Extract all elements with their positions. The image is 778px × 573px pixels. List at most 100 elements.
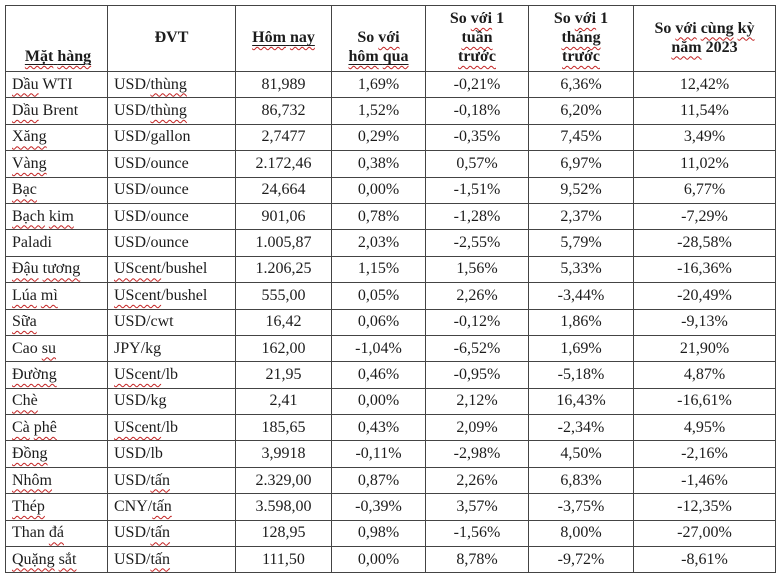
cell-today: 21,95 (235, 361, 332, 389)
cell-today: 81,989 (235, 70, 332, 99)
cell-vs-1-month: 4,50% (528, 440, 634, 468)
cell-vs-yesterday: 0,29% (331, 123, 426, 152)
spellcheck-wavy-word: Đường (12, 365, 57, 383)
cell-unit: USD/ounce (107, 229, 236, 257)
cell-commodity: Xăng (5, 123, 108, 152)
cell-vs-2023: -27,00% (633, 519, 776, 548)
cell-vs-2023: 6,77% (633, 176, 776, 204)
spellcheck-wavy-word: thùng (150, 75, 187, 93)
spellcheck-wavy-word: Vàng (12, 154, 47, 172)
cell-vs-1-month: 16,43% (528, 387, 634, 416)
cell-vs-yesterday: -1,04% (331, 334, 426, 363)
cell-vs-2023: 11,54% (633, 97, 776, 125)
column-header-so-voi-cung-ky-2023: So với cùng kỳ năm 2023 (633, 5, 776, 72)
column-header-so-voi-1-thang-truoc: So với 1 tháng trước (528, 5, 634, 72)
cell-vs-1-month: 6,83% (528, 466, 634, 495)
spellcheck-wavy-word: UScent (114, 365, 162, 383)
cell-unit: USD/tấn (107, 546, 236, 573)
header-line: So với (357, 29, 400, 46)
cell-vs-1-month: -2,34% (528, 414, 634, 442)
cell-vs-1-month: -3,75% (528, 493, 634, 521)
spellcheck-wavy-word: Hôm (252, 29, 286, 46)
cell-commodity: Bạch kim (5, 202, 108, 231)
cell-unit: USD/kg (107, 387, 236, 416)
cell-today: 2,41 (235, 387, 332, 416)
cell-vs-1-week: -2,55% (425, 229, 529, 257)
cell-vs-1-week: -1,28% (425, 202, 529, 231)
spellcheck-wavy-word: hàng (57, 48, 92, 65)
cell-today: 901,06 (235, 202, 332, 231)
cell-commodity: Cà phê (5, 414, 108, 442)
cell-vs-2023: -7,29% (633, 202, 776, 231)
cell-vs-1-week: 3,57% (425, 493, 529, 521)
cell-today: 162,00 (235, 334, 332, 363)
cell-vs-1-month: 6,20% (528, 97, 634, 125)
spellcheck-wavy-word: kim (48, 207, 74, 225)
cell-vs-1-month: 6,36% (528, 70, 634, 99)
cell-commodity: Than đá (5, 519, 108, 548)
cell-vs-1-month: 5,33% (528, 255, 634, 284)
spellcheck-wavy-word: tháng (561, 29, 601, 46)
cell-vs-2023: -16,61% (633, 387, 776, 416)
spellcheck-wavy-word: với (378, 29, 400, 46)
cell-today: 555,00 (235, 282, 332, 310)
cell-vs-1-week: 2,12% (425, 387, 529, 416)
cell-unit: USD/thùng (107, 70, 236, 99)
header-line: ĐVT (154, 29, 189, 46)
cell-unit: USD/tấn (107, 466, 236, 495)
spellcheck-wavy-word: tuần (461, 29, 493, 46)
spellcheck-wavy-word: đá (48, 524, 64, 542)
cell-vs-1-month: -5,18% (528, 361, 634, 389)
spellcheck-wavy-word: Dầu (12, 75, 39, 93)
table-row: Dầu Brent USD/thùng 86,732 1,52% -0,18% 6,20%… (5, 97, 776, 125)
cell-vs-2023: 21,90% (633, 334, 776, 363)
table-row: Than đá USD/tấn 128,95 0,98% -1,56% 8,00% -27,… (5, 519, 776, 548)
cell-vs-2023: 3,49% (633, 123, 776, 152)
cell-vs-1-week: -0,12% (425, 308, 529, 336)
cell-commodity: Dầu WTI (5, 70, 108, 99)
cell-commodity: Quặng sắt (5, 546, 108, 573)
spellcheck-wavy-word: Cà (12, 418, 30, 436)
cell-today: 185,65 (235, 414, 332, 442)
cell-vs-1-month: 1,86% (528, 308, 634, 336)
cell-unit: CNY/tấn (107, 493, 236, 521)
cell-unit: USD/thùng (107, 97, 236, 125)
cell-vs-1-week: -6,52% (425, 334, 529, 363)
cell-today: 128,95 (235, 519, 332, 548)
cell-commodity: Paladi (5, 229, 108, 257)
spellcheck-wavy-word: phê (33, 418, 57, 436)
cell-unit: USD/lb (107, 440, 236, 468)
cell-vs-1-month: 6,97% (528, 150, 634, 178)
cell-vs-1-week: -0,21% (425, 70, 529, 99)
spellcheck-wavy-word: hôm (348, 48, 379, 65)
cell-vs-1-month: 5,79% (528, 229, 634, 257)
cell-vs-1-month: 9,52% (528, 176, 634, 204)
column-header-hom-nay: Hôm nay (235, 5, 332, 72)
table-row: Dầu WTI USD/thùng 81,989 1,69% -0,21% 6,36% 12… (5, 70, 776, 99)
spellcheck-wavy-word: Đậu (12, 260, 39, 278)
cell-vs-yesterday: 0,98% (331, 519, 426, 548)
spellcheck-wavy-word: Dầu (12, 102, 39, 120)
cell-vs-1-week: -2,98% (425, 440, 529, 468)
cell-vs-1-week: 2,26% (425, 282, 529, 310)
table-row: Cao su JPY/kg 162,00 -1,04% -6,52% 1,69% 21,90… (5, 334, 776, 363)
cell-vs-2023: -12,35% (633, 493, 776, 521)
cell-unit: UScent/lb (107, 361, 236, 389)
cell-vs-2023: -2,16% (633, 440, 776, 468)
cell-vs-2023: -20,49% (633, 282, 776, 310)
cell-today: 2,7477 (235, 123, 332, 152)
cell-vs-yesterday: 0,06% (331, 308, 426, 336)
column-header-so-voi-hom-qua: So với hôm qua (331, 5, 426, 72)
cell-unit: UScent/bushel (107, 282, 236, 310)
cell-vs-2023: -9,13% (633, 308, 776, 336)
table-row: Thép CNY/tấn 3.598,00 -0,39% 3,57% -3,75% -12,… (5, 493, 776, 521)
header-line: So với 1 (553, 10, 609, 27)
cell-unit: USD/ounce (107, 176, 236, 204)
cell-vs-yesterday: 0,46% (331, 361, 426, 389)
cell-vs-yesterday: 0,00% (331, 387, 426, 416)
cell-vs-yesterday: -0,11% (331, 440, 426, 468)
cell-vs-1-week: 2,09% (425, 414, 529, 442)
table-row: Đậu tương UScent/bushel 1.206,25 1,15% 1,56%… (5, 255, 776, 284)
spellcheck-wavy-word: Quặng (12, 550, 55, 568)
